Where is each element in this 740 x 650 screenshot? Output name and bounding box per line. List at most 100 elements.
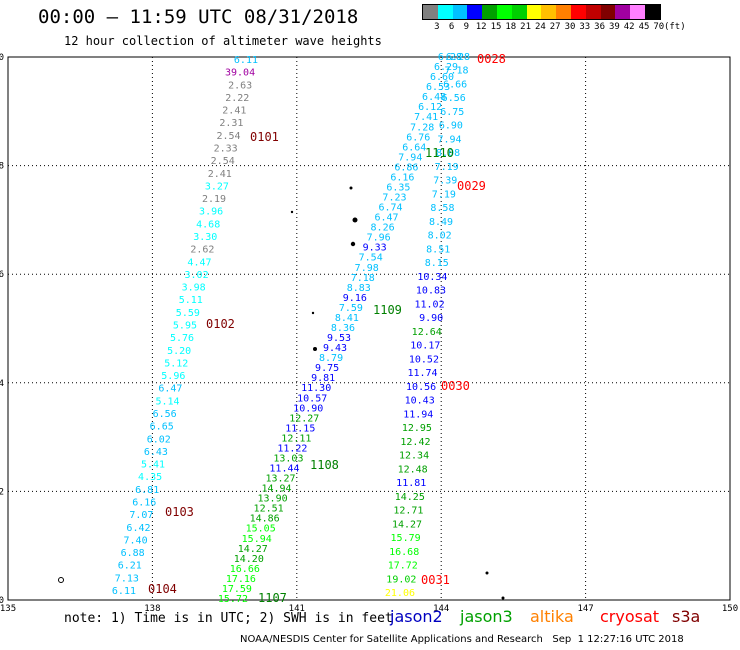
color-scale-label: 36: [594, 22, 606, 32]
wave-height-value: 10.17: [410, 341, 440, 352]
x-tick-label: 150: [722, 604, 738, 614]
island-marker: [290, 210, 294, 214]
color-scale-label: 30: [564, 22, 576, 32]
wave-height-value: 6.90: [439, 121, 463, 132]
map-title: 00:00 – 11:59 UTC 08/31/2018: [38, 6, 359, 28]
wave-height-value: 7.59: [339, 303, 363, 314]
wave-height-value: 9.90: [419, 313, 443, 324]
wave-height-value: 6.81: [135, 485, 159, 496]
island-marker: [352, 217, 358, 223]
color-scale-labels: 3 6 9 12 15 18 21 24 27 30 33 36 39 42 45 70 (ft): [422, 22, 740, 34]
x-tick-label: 138: [144, 604, 160, 614]
color-scale-label: 6: [448, 22, 455, 32]
wave-height-value: 6.86: [394, 162, 418, 173]
wave-height-value: 6.56: [442, 93, 466, 104]
wave-height-value: 15.79: [391, 533, 421, 544]
wave-height-value: 11.22: [277, 443, 307, 454]
wave-height-value: 6.88: [121, 548, 145, 559]
wave-height-value: 6.65: [150, 422, 174, 433]
wave-height-value: 8.08: [436, 148, 460, 159]
wave-height-value: 10.43: [405, 396, 435, 407]
wave-height-value: 8.49: [429, 217, 453, 228]
color-scale-swatch: [630, 5, 645, 19]
color-scale-label: 33: [579, 22, 591, 32]
wave-height-value: 6.76: [406, 132, 430, 143]
color-scale-swatch: [556, 5, 571, 19]
color-scale-swatch: [526, 5, 542, 19]
mission-jason3: jason3: [460, 607, 513, 626]
y-tick-label: 24: [0, 379, 4, 389]
mission-cryosat: cryosat: [600, 607, 660, 626]
wave-height-value: 7.19: [432, 189, 456, 200]
color-scale-swatch: [570, 5, 586, 19]
wave-height-value: 5.95: [173, 321, 197, 332]
wave-height-value: 12.51: [254, 504, 284, 515]
color-scale-swatch: [423, 5, 438, 19]
wave-height-value: 11.02: [415, 299, 445, 310]
wave-height-value: 10.57: [297, 393, 327, 404]
wave-height-value: 14.27: [392, 519, 422, 530]
color-scale-swatch: [644, 5, 660, 19]
wave-height-value: 6.21: [118, 561, 142, 572]
track-id-label: 0029: [457, 179, 486, 193]
map-subtitle: 12 hour collection of altimeter wave hei…: [64, 34, 382, 48]
wave-height-value: 4.35: [138, 472, 162, 483]
wave-height-value: 19.02: [386, 574, 416, 585]
color-scale-label: 9: [463, 22, 470, 32]
wave-height-value: 10.34: [417, 272, 447, 283]
wave-height-value: 2.31: [219, 118, 243, 129]
color-scale-label: 70: [653, 22, 665, 32]
map-frame: [7, 56, 731, 601]
wave-height-value: 11.94: [403, 409, 433, 420]
wave-height-value: 2.54: [211, 156, 235, 167]
wave-height-value: 3.96: [199, 207, 223, 218]
wave-height-value: 12.42: [400, 437, 430, 448]
color-scale-swatch: [482, 5, 497, 19]
wave-height-value: 7.13: [115, 573, 139, 584]
wave-height-value: 9.81: [311, 373, 335, 384]
wave-height-value: 11.15: [285, 423, 315, 434]
color-scale-swatch: [600, 5, 616, 19]
wave-height-value: 7.39: [433, 176, 457, 187]
wave-height-value: 2.41: [208, 169, 232, 180]
wave-height-value: 8.41: [335, 313, 359, 324]
color-scale-label: 3: [434, 22, 440, 32]
wave-height-value: 6.75: [440, 107, 464, 118]
color-scale-label: 21: [520, 22, 532, 32]
wave-height-value: 2.33: [214, 144, 238, 155]
wave-height-value: 15.94: [242, 534, 272, 545]
wave-height-value: 5.11: [179, 295, 203, 306]
wave-height-value: 16.68: [389, 547, 419, 558]
wave-height-value: 14.94: [261, 484, 291, 495]
wave-height-value: 5.20: [167, 346, 191, 357]
wave-height-value: 6.11: [234, 55, 258, 66]
wave-height-value: 17.72: [388, 561, 418, 572]
wave-height-value: 2.19: [202, 194, 226, 205]
wave-height-value: 7.98: [355, 263, 379, 274]
x-tick-label: 141: [289, 604, 305, 614]
wave-height-value: 12.71: [393, 506, 423, 517]
wave-height-value: 11.81: [396, 478, 426, 489]
wave-height-value: 5.14: [155, 396, 179, 407]
wave-height-value: 9.33: [363, 243, 387, 254]
wave-height-value: 6.29: [434, 62, 458, 73]
wave-height-value: 6.11: [112, 586, 136, 597]
wave-height-value: 5.59: [176, 308, 200, 319]
island-marker: [313, 347, 317, 351]
wave-height-value: 6.16: [132, 498, 156, 509]
wave-height-value: 14.25: [395, 492, 425, 503]
wave-height-value: 7.94: [437, 134, 461, 145]
wave-height-value: 9.43: [323, 343, 347, 354]
wave-height-value: 9.16: [343, 293, 367, 304]
island-marker: [485, 571, 489, 575]
wave-height-value: 7.23: [382, 193, 406, 204]
wave-height-value: 7.28: [410, 122, 434, 133]
color-scale-swatch: [496, 5, 512, 19]
wave-height-value: 8.83: [347, 283, 371, 294]
wave-height-value: 6.28: [438, 52, 462, 63]
color-scale-swatch: [511, 5, 527, 19]
wave-height-value: 11.44: [269, 464, 299, 475]
track-id-label: 0104: [148, 582, 177, 596]
wave-height-value: 11.30: [301, 383, 331, 394]
color-scale-label: 18: [505, 22, 517, 32]
